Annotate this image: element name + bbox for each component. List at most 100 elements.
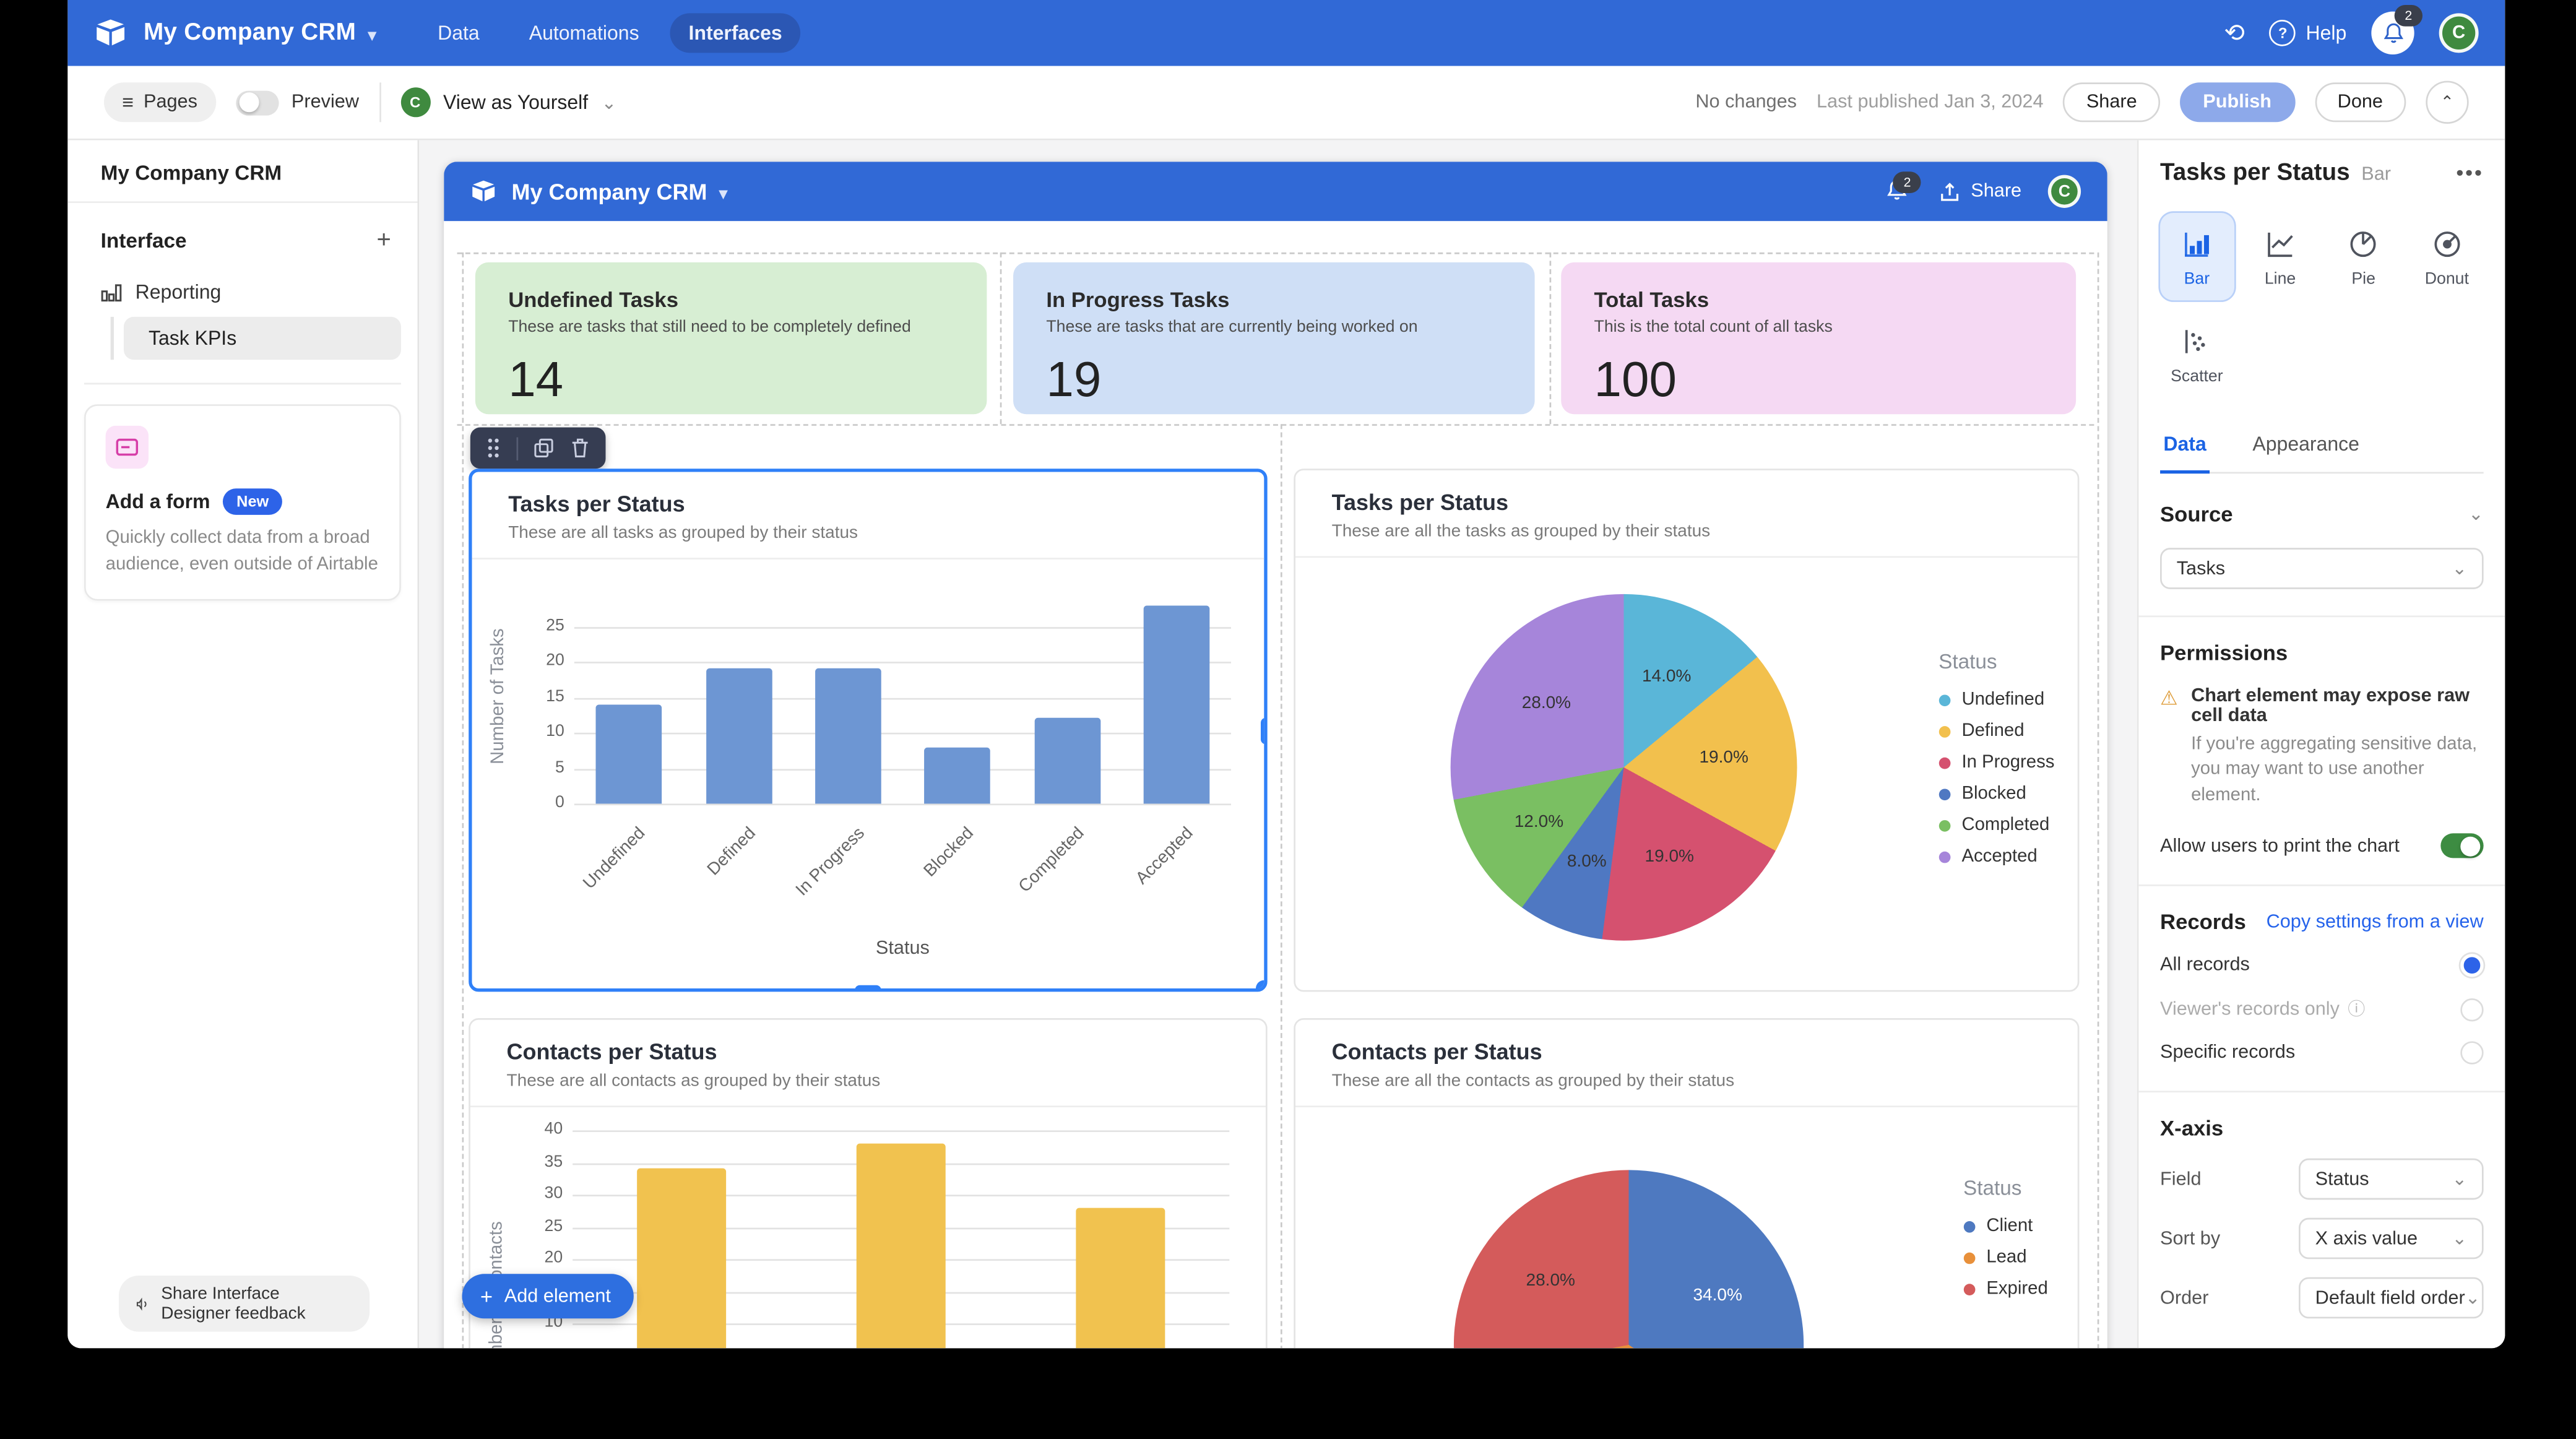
chart-title: Contacts per Status: [506, 1039, 717, 1065]
print-label: Allow users to print the chart: [2160, 836, 2400, 856]
app-window: My Company CRM ▾ Data Automations Interf…: [67, 0, 2505, 1349]
grid-guide: [1280, 424, 1282, 1349]
chart-card-tasks-bar[interactable]: Tasks per Status These are all tasks as …: [469, 469, 1268, 992]
chevron-down-icon: ⌄: [601, 93, 617, 113]
resize-handle-corner[interactable]: [1255, 980, 1264, 989]
legend-item: Blocked: [1938, 779, 2054, 810]
kpi-title: In Progress Tasks: [1046, 287, 1230, 312]
chart-subtitle: These are all contacts as grouped by the…: [506, 1071, 881, 1091]
source-section-header[interactable]: Source ⌄: [2160, 502, 2484, 527]
field-select[interactable]: Status ⌄: [2299, 1159, 2484, 1200]
done-button[interactable]: Done: [2314, 82, 2406, 123]
chevron-down-icon[interactable]: ▾: [367, 25, 377, 46]
share-button[interactable]: Share: [2063, 82, 2160, 123]
resize-handle-bottom[interactable]: [855, 985, 881, 989]
dashboard-title[interactable]: My Company CRM: [511, 179, 707, 204]
divider: [2138, 884, 2505, 887]
chart-type-pie[interactable]: Pie: [2327, 213, 2400, 300]
notifications-button[interactable]: 2: [2371, 4, 2423, 54]
dashboard-header: My Company CRM ▾ 2 Share C: [444, 162, 2107, 222]
records-option-specific[interactable]: Specific records: [2160, 1041, 2484, 1065]
grid-guide: [1000, 252, 1002, 425]
dashboard-avatar[interactable]: C: [2047, 175, 2081, 208]
xaxis-label: X-axis: [2160, 1115, 2224, 1141]
drag-handle-icon[interactable]: [485, 436, 502, 460]
chart-card-tasks-pie[interactable]: Tasks per Status These are all the tasks…: [1294, 469, 2080, 992]
warning-title: Chart element may expose raw cell data: [2191, 686, 2470, 727]
tab-data[interactable]: Data: [438, 21, 480, 45]
chevron-down-icon: ⌄: [2452, 1229, 2467, 1250]
source-value: Tasks: [2176, 558, 2226, 579]
add-page-button[interactable]: +: [376, 226, 391, 254]
chevron-down-icon[interactable]: ▾: [719, 184, 728, 204]
feedback-button[interactable]: Share Interface Designer feedback: [118, 1275, 370, 1332]
print-toggle[interactable]: [2440, 833, 2484, 858]
sidebar-group-reporting[interactable]: Reporting: [67, 267, 417, 310]
preview-toggle[interactable]: [235, 90, 279, 115]
tab-automations[interactable]: Automations: [529, 21, 639, 45]
radio-specific-records[interactable]: [2460, 1041, 2484, 1065]
add-form-description: Quickly collect data from a broad audien…: [105, 528, 378, 574]
pie-type-icon: [2351, 231, 2377, 257]
element-settings-panel: Tasks per Status Bar ••• Bar Line Pie: [2137, 140, 2505, 1349]
resize-handle-right[interactable]: [1260, 717, 1264, 744]
delete-icon[interactable]: [569, 438, 591, 459]
add-element-button[interactable]: + Add element: [462, 1274, 634, 1319]
source-select[interactable]: Tasks ⌄: [2160, 548, 2484, 589]
chart-type-line[interactable]: Line: [2244, 213, 2317, 300]
megaphone-icon: [136, 1297, 147, 1311]
collapse-button[interactable]: ⌃: [2426, 80, 2469, 124]
pages-button[interactable]: ≡ Pages: [103, 82, 216, 123]
chart-type-donut[interactable]: Donut: [2410, 213, 2484, 300]
records-option-all[interactable]: All records: [2160, 954, 2484, 977]
copy-settings-link[interactable]: Copy settings from a view: [2266, 912, 2484, 932]
duplicate-icon[interactable]: [533, 438, 555, 459]
help-button[interactable]: ? Help: [2269, 19, 2346, 46]
dashboard-share-button[interactable]: Share: [1940, 181, 2021, 202]
divider: [67, 201, 418, 203]
add-form-card[interactable]: Add a form New Quickly collect data from…: [84, 404, 401, 601]
notification-badge: 2: [1893, 171, 1922, 193]
chart-legend: Status Client Lead Expired: [1963, 1177, 2048, 1305]
feedback-label: Share Interface Designer feedback: [161, 1284, 306, 1324]
divider: [378, 82, 381, 123]
type-label: Donut: [2424, 270, 2469, 289]
toolbar-right: No changes Last published Jan 3, 2024 Sh…: [1695, 80, 2469, 124]
chart-type-scatter[interactable]: Scatter: [2160, 310, 2234, 397]
pie-slice-label: 12.0%: [1514, 811, 1564, 831]
sort-select[interactable]: X axis value ⌄: [2299, 1218, 2484, 1260]
viewer-records-label: Viewer's records only: [2160, 999, 2340, 1019]
tab-panel-appearance[interactable]: Appearance: [2252, 432, 2359, 456]
chart-card-contacts-pie[interactable]: Contacts per Status These are all the co…: [1294, 1018, 2080, 1349]
order-label: Order: [2160, 1288, 2209, 1308]
kpi-value: 100: [1594, 353, 1677, 408]
workspace: My Company CRM Interface + Reporting Tas…: [67, 140, 2505, 1349]
chart-type-bar[interactable]: Bar: [2160, 212, 2234, 301]
order-select[interactable]: Default field order ⌄: [2299, 1277, 2484, 1319]
type-label: Scatter: [2171, 368, 2223, 386]
grid-guide: [457, 424, 2094, 426]
last-published: Last published Jan 3, 2024: [1816, 92, 2044, 113]
radio-all-records[interactable]: [2460, 954, 2484, 977]
sidebar-item-task-kpis[interactable]: Task KPIs: [123, 316, 401, 360]
app-title[interactable]: My Company CRM: [143, 19, 357, 46]
view-as-selector[interactable]: C View as Yourself ⌄: [400, 87, 617, 118]
tab-panel-data[interactable]: Data: [2160, 421, 2210, 474]
publish-button[interactable]: Publish: [2179, 82, 2295, 123]
kpi-title: Total Tasks: [1594, 287, 1709, 312]
kpi-card-undefined-tasks[interactable]: Undefined Tasks These are tasks that sti…: [475, 262, 987, 415]
history-icon[interactable]: ⟲: [2224, 19, 2245, 48]
kpi-value: 14: [508, 353, 564, 408]
legend-item: Expired: [1963, 1274, 2048, 1305]
more-menu-button[interactable]: •••: [2456, 160, 2484, 185]
dashboard-notifications[interactable]: 2: [1887, 171, 1922, 205]
user-avatar[interactable]: C: [2439, 13, 2479, 53]
tab-interfaces[interactable]: Interfaces: [670, 13, 801, 53]
info-icon: ⓘ: [2348, 1000, 2366, 1021]
kpi-card-in-progress-tasks[interactable]: In Progress Tasks These are tasks that a…: [1013, 262, 1535, 415]
kpi-card-total-tasks[interactable]: Total Tasks This is the total count of a…: [1561, 262, 2077, 415]
permissions-section-header: Permissions: [2160, 640, 2484, 665]
radio-viewer-records[interactable]: [2460, 998, 2484, 1021]
bar-chart-icon: [101, 283, 122, 301]
records-option-viewer[interactable]: Viewer's records only ⓘ: [2160, 997, 2484, 1022]
